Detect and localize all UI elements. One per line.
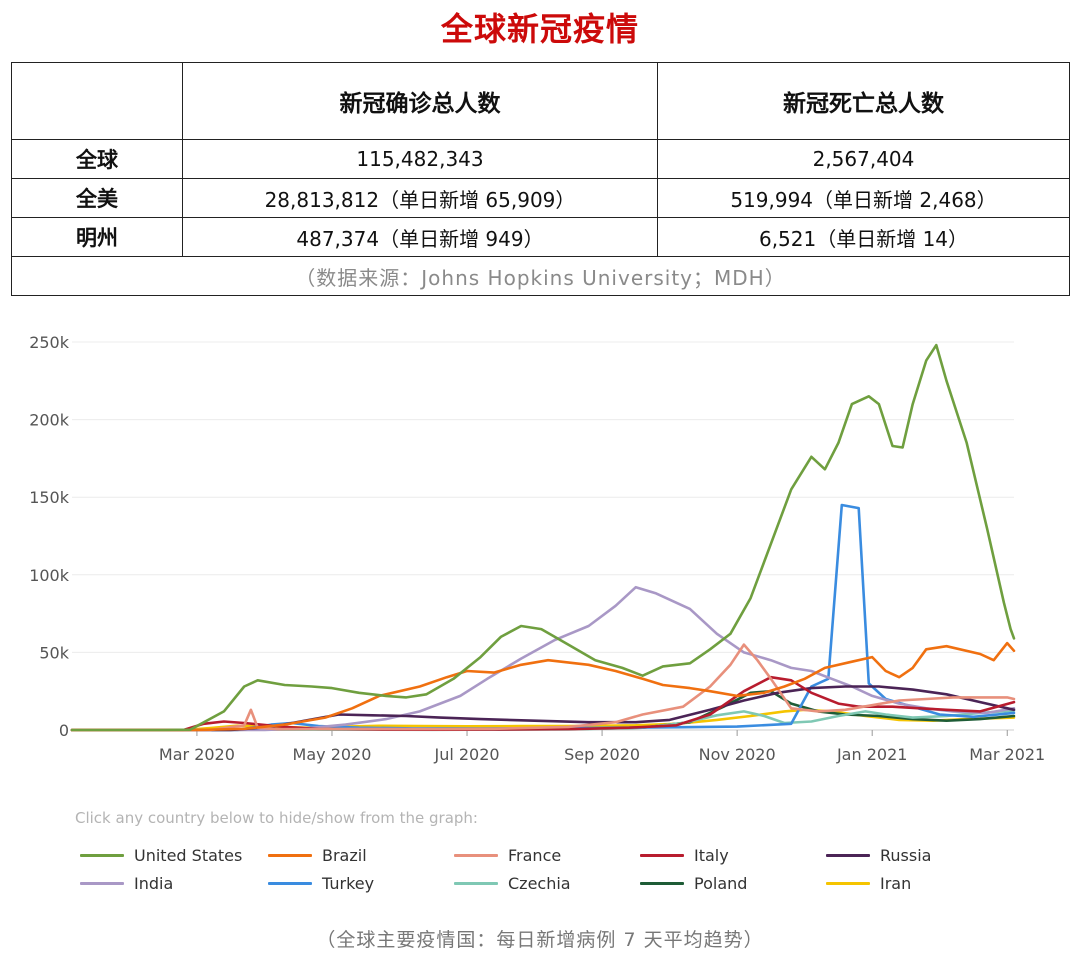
legend-item-india[interactable]: India bbox=[80, 870, 173, 896]
y-tick-label: 150k bbox=[29, 488, 70, 507]
legend-item-brazil[interactable]: Brazil bbox=[268, 842, 367, 868]
stats-row-global: 全球 115,482,343 2,567,404 bbox=[11, 139, 1070, 179]
legend-swatch bbox=[80, 881, 124, 885]
legend-item-poland[interactable]: Poland bbox=[640, 870, 747, 896]
cases-cell: 487,374（单日新增 949） bbox=[182, 217, 658, 257]
y-tick-label: 0 bbox=[59, 721, 69, 740]
legend-item-united-states[interactable]: United States bbox=[80, 842, 242, 868]
legend-label: Czechia bbox=[508, 873, 571, 893]
stats-source-row: （数据来源：Johns Hopkins University；MDH） bbox=[11, 256, 1070, 296]
deaths-cell: 2,567,404 bbox=[657, 139, 1070, 179]
chart-axes: 0 50k 100k 150k 200k 250k Mar 2020 May 2020 Jul … bbox=[29, 333, 1045, 764]
legend-item-turkey[interactable]: Turkey bbox=[268, 870, 374, 896]
legend-label: Iran bbox=[880, 873, 912, 893]
legend-label: Italy bbox=[694, 845, 729, 865]
legend-swatch bbox=[454, 853, 498, 857]
series-line-brazil bbox=[70, 641, 1016, 732]
row-label: 全美 bbox=[11, 178, 183, 218]
chart-series bbox=[70, 343, 1016, 732]
legend-swatch bbox=[826, 881, 870, 885]
y-tick-label: 250k bbox=[29, 333, 70, 352]
x-tick-label: Mar 2021 bbox=[969, 745, 1045, 764]
legend-swatch bbox=[268, 853, 312, 857]
x-tick-label: Jan 2021 bbox=[836, 745, 907, 764]
legend-swatch bbox=[80, 853, 124, 857]
x-tick-label: Sep 2020 bbox=[564, 745, 640, 764]
stats-row-minnesota: 明州 487,374（单日新增 949） 6,521（单日新增 14） bbox=[11, 217, 1070, 257]
stats-table: 新冠确诊总人数 新冠死亡总人数 全球 115,482,343 2,567,404… bbox=[11, 62, 1070, 296]
row-label: 全球 bbox=[11, 139, 183, 179]
stats-header-blank bbox=[11, 62, 183, 140]
legend-label: Russia bbox=[880, 845, 932, 865]
legend-swatch bbox=[826, 853, 870, 857]
legend-item-france[interactable]: France bbox=[454, 842, 561, 868]
legend-label: India bbox=[134, 873, 174, 893]
legend-swatch bbox=[268, 881, 312, 885]
legend-item-czechia[interactable]: Czechia bbox=[454, 870, 571, 896]
deaths-cell: 519,994（单日新增 2,468） bbox=[657, 178, 1070, 218]
legend-label: Poland bbox=[694, 873, 748, 893]
legend-item-russia[interactable]: Russia bbox=[826, 842, 931, 868]
x-tick-label: Jul 2020 bbox=[433, 745, 499, 764]
x-tick-label: Nov 2020 bbox=[699, 745, 776, 764]
data-source-note: （数据来源：Johns Hopkins University；MDH） bbox=[11, 256, 1070, 296]
chart-caption: （全球主要疫情国：每日新增病例 7 天平均趋势） bbox=[316, 929, 764, 951]
y-tick-label: 200k bbox=[29, 411, 70, 430]
cases-cell: 28,813,812（单日新增 65,909） bbox=[182, 178, 658, 218]
legend-label: Brazil bbox=[322, 845, 367, 865]
legend-swatch bbox=[640, 853, 684, 857]
stats-header-row: 新冠确诊总人数 新冠死亡总人数 bbox=[11, 62, 1070, 140]
y-tick-label: 50k bbox=[39, 643, 69, 662]
row-label: 明州 bbox=[11, 217, 183, 257]
legend-item-iran[interactable]: Iran bbox=[826, 870, 911, 896]
legend-swatch bbox=[454, 881, 498, 885]
x-tick-label: Mar 2020 bbox=[159, 745, 235, 764]
x-tick-label: May 2020 bbox=[293, 745, 372, 764]
daily-cases-line-chart: 0 50k 100k 150k 200k 250k Mar 2020 May 2020 Jul … bbox=[29, 333, 1045, 764]
page-headline: 全球新冠疫情 bbox=[440, 10, 639, 48]
chart-gridlines bbox=[72, 341, 1014, 731]
legend-hint: Click any country below to hide/show fro… bbox=[75, 809, 478, 827]
series-line-united-states bbox=[70, 343, 1016, 732]
legend-swatch bbox=[640, 881, 684, 885]
legend-item-italy[interactable]: Italy bbox=[640, 842, 729, 868]
deaths-cell: 6,521（单日新增 14） bbox=[657, 217, 1070, 257]
stats-header-cases: 新冠确诊总人数 bbox=[182, 62, 658, 140]
cases-cell: 115,482,343 bbox=[182, 139, 658, 179]
legend-label: Turkey bbox=[322, 873, 375, 893]
legend-label: France bbox=[508, 845, 562, 865]
series-line-france bbox=[70, 643, 1016, 732]
stats-row-us: 全美 28,813,812（单日新增 65,909） 519,994（单日新增 … bbox=[11, 178, 1070, 218]
stats-header-deaths: 新冠死亡总人数 bbox=[657, 62, 1070, 140]
y-tick-label: 100k bbox=[29, 566, 70, 585]
legend-label: United States bbox=[134, 845, 243, 865]
